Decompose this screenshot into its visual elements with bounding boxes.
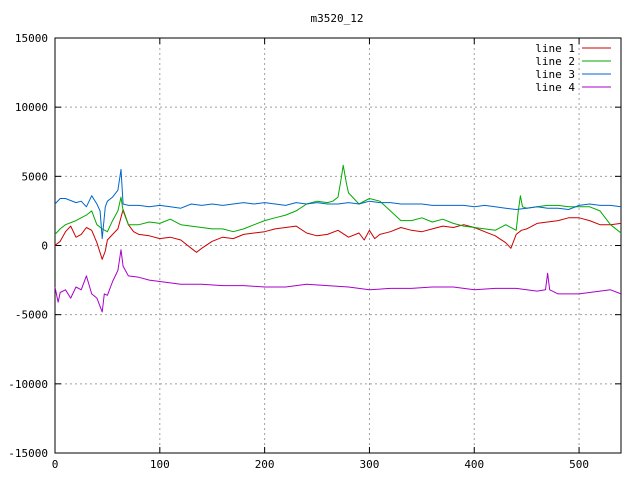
x-tick-label: 300 — [360, 458, 380, 471]
series-line-3 — [54, 168, 622, 240]
x-tick-label: 200 — [255, 458, 275, 471]
y-tick-label: -5000 — [15, 309, 48, 322]
x-tick-label: 0 — [52, 458, 59, 471]
legend-label-1: line 1 — [535, 42, 575, 55]
chart-title: m3520_12 — [311, 12, 364, 25]
y-tick-label: 15000 — [15, 32, 48, 45]
x-tick-label: 500 — [569, 458, 589, 471]
axis-ticks: 0 100 200 300 400 500 -15000 -10000 -5000 0 5000 10… — [8, 32, 621, 471]
y-tick-label: -15000 — [8, 447, 48, 460]
legend-label-4: line 4 — [535, 81, 575, 94]
legend-label-2: line 2 — [535, 55, 575, 68]
series-group — [54, 164, 622, 313]
y-tick-label: 0 — [41, 240, 48, 253]
grid — [55, 38, 621, 453]
y-tick-label: 5000 — [22, 170, 49, 183]
legend-label-3: line 3 — [535, 68, 575, 81]
x-tick-label: 400 — [464, 458, 484, 471]
series-line-4 — [54, 249, 622, 313]
x-tick-label: 100 — [150, 458, 170, 471]
y-tick-label: 10000 — [15, 101, 48, 114]
series-line-2 — [54, 164, 622, 235]
y-tick-label: -10000 — [8, 378, 48, 391]
series-line-1 — [54, 209, 622, 260]
